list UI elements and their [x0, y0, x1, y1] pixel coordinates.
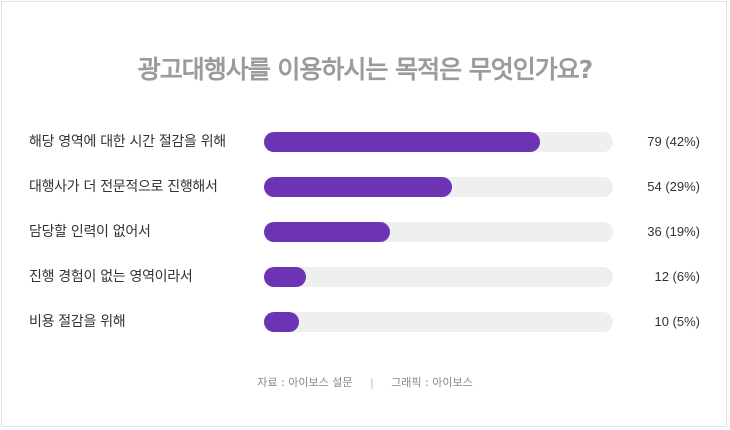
graphic-credit: 그래픽 : 아이보스: [391, 376, 473, 389]
bar-value-label: 79 (42%): [647, 134, 700, 149]
bar-fill: [264, 222, 390, 242]
footer-separator: |: [369, 376, 374, 389]
bar-track: [264, 312, 613, 332]
chart-title: 광고대행사를 이용하시는 목적은 무엇인가요?: [137, 55, 594, 84]
bar-track: [264, 132, 613, 152]
source-credit: 자료 : 아이보스 설문: [257, 376, 353, 389]
bar-row: 대행사가 더 전문적으로 진행해서 54 (29%): [0, 177, 730, 197]
bar-track: [264, 267, 613, 287]
bar-row: 담당할 인력이 없어서 36 (19%): [0, 222, 730, 242]
bar-label: 비용 절감을 위해: [29, 314, 126, 330]
bar-label: 담당할 인력이 없어서: [29, 224, 151, 240]
bar-track: [264, 177, 613, 197]
bar-track: [264, 222, 613, 242]
bar-fill: [264, 132, 540, 152]
bar-value-label: 10 (5%): [654, 314, 700, 329]
bar-fill: [264, 177, 453, 197]
bar-row: 비용 절감을 위해 10 (5%): [0, 312, 730, 332]
bar-fill: [264, 312, 299, 332]
bar-row: 진행 경험이 없는 영역이라서 12 (6%): [0, 267, 730, 287]
bar-label: 대행사가 더 전문적으로 진행해서: [29, 179, 218, 195]
bar-label: 진행 경험이 없는 영역이라서: [29, 269, 193, 285]
bar-fill: [264, 267, 306, 287]
bar-value-label: 36 (19%): [647, 224, 700, 239]
bar-row: 해당 영역에 대한 시간 절감을 위해 79 (42%): [0, 132, 730, 152]
chart-footer: 자료 : 아이보스 설문 | 그래픽 : 아이보스: [0, 374, 730, 390]
bar-label: 해당 영역에 대한 시간 절감을 위해: [29, 134, 226, 150]
bar-value-label: 12 (6%): [654, 269, 700, 284]
bar-value-label: 54 (29%): [647, 179, 700, 194]
